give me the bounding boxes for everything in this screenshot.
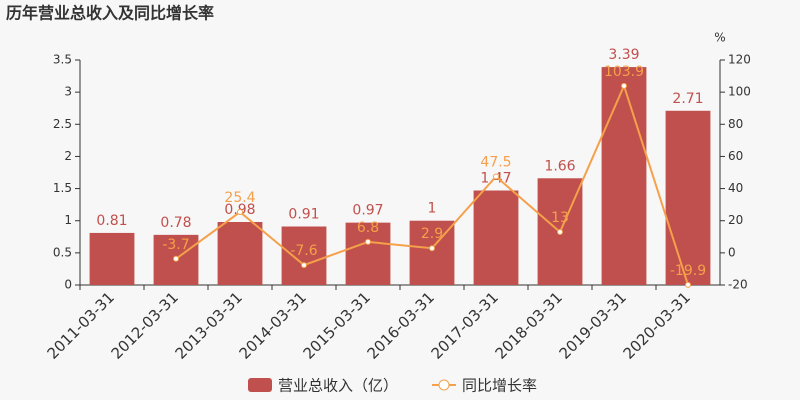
y2-tick-label: 0: [728, 245, 736, 259]
y-tick-label: 1.5: [53, 181, 72, 195]
bar-label: 0.78: [160, 215, 191, 231]
legend-swatch: [438, 379, 450, 391]
y2-tick-label: 40: [728, 181, 743, 195]
x-tick-label: 2012-03-31: [108, 288, 182, 362]
y-tick-label: 1: [64, 213, 72, 227]
y2-tick-label: 80: [728, 117, 743, 131]
x-tick-label: 2016-03-31: [364, 288, 438, 362]
bar: [473, 190, 519, 285]
legend-label: 营业总收入（亿）: [278, 377, 398, 395]
x-tick-label: 2020-03-31: [620, 288, 694, 362]
line-label: 25.4: [224, 190, 255, 206]
legend-swatch: [248, 378, 272, 392]
y2-tick-label: 120: [728, 53, 751, 67]
line-point: [685, 281, 691, 288]
line-label: 47.5: [480, 155, 511, 171]
line-point: [237, 209, 243, 216]
y2-tick-label: 20: [728, 213, 743, 227]
line-point: [301, 262, 307, 269]
bar: [601, 67, 647, 285]
line-point: [557, 228, 563, 235]
x-tick-label: 2011-03-31: [44, 288, 118, 362]
legend-label: 同比增长率: [462, 377, 537, 395]
line-point: [429, 245, 435, 252]
line-label: -7.6: [290, 243, 317, 259]
x-tick-label: 2018-03-31: [492, 288, 566, 362]
bar-label: 3.39: [608, 47, 639, 63]
bar: [89, 232, 135, 285]
y-tick-label: 0: [64, 278, 72, 292]
bar: [281, 226, 327, 285]
bar-label: 0.97: [352, 203, 383, 219]
y-tick-label: 3: [64, 85, 72, 99]
x-tick-label: 2013-03-31: [172, 288, 246, 362]
y-tick-label: 0.5: [53, 245, 72, 259]
bar-label: 1.66: [544, 158, 575, 174]
y-tick-label: 3.5: [53, 53, 72, 67]
bar: [345, 222, 391, 285]
line-label: 6.8: [357, 220, 379, 236]
bar-label: 1: [428, 201, 437, 217]
x-tick-label: 2014-03-31: [236, 288, 310, 362]
bar-label: 0.81: [96, 213, 127, 229]
line-point: [173, 255, 179, 262]
line-label: 2.9: [421, 226, 443, 242]
line-point: [493, 173, 499, 180]
line-label: 103.9: [604, 64, 644, 80]
chart-title: 历年营业总收入及同比增长率: [6, 4, 214, 23]
y2-tick-label: 100: [728, 85, 751, 99]
line-label: -3.7: [162, 237, 189, 253]
bar: [665, 110, 711, 286]
y2-tick-label: 60: [728, 149, 743, 163]
line-point: [621, 82, 627, 89]
line-label: -19.9: [670, 263, 706, 279]
y2-unit: %: [714, 31, 725, 45]
line-point: [365, 238, 371, 245]
y2-tick-label: -20: [728, 278, 748, 292]
x-tick-label: 2015-03-31: [300, 288, 374, 362]
line-label: 13: [551, 210, 569, 226]
y-tick-label: 2.5: [53, 117, 72, 131]
bar-label: 0.91: [288, 207, 319, 223]
bar: [217, 222, 263, 285]
bar-label: 2.71: [672, 91, 703, 107]
y-tick-label: 2: [64, 149, 72, 163]
x-tick-label: 2017-03-31: [428, 288, 502, 362]
x-tick-label: 2019-03-31: [556, 288, 630, 362]
